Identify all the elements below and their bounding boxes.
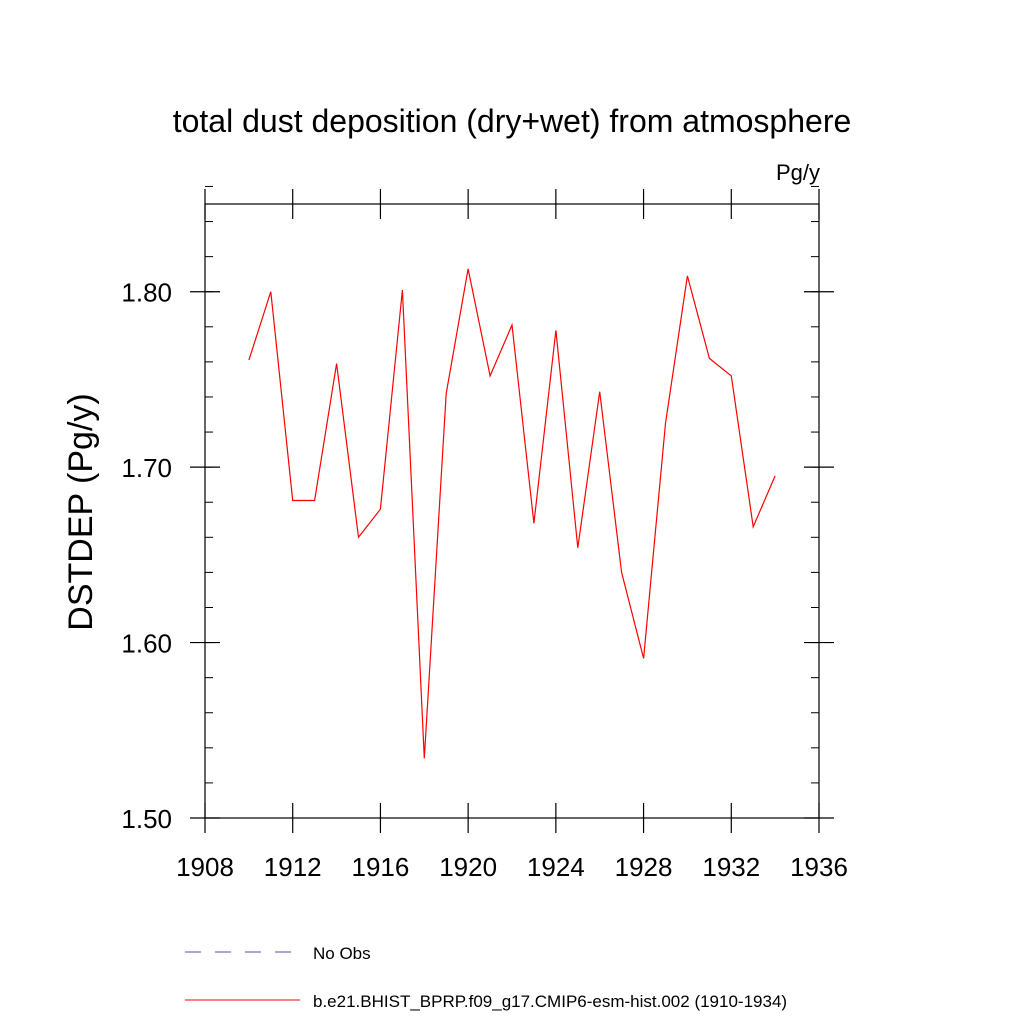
plot-frame bbox=[204, 203, 820, 819]
series-layer bbox=[248, 268, 776, 759]
y-axis-label: DSTDEP (Pg/y) bbox=[62, 393, 100, 630]
y-tick-label: 1.60 bbox=[121, 629, 172, 659]
x-tick-label: 1912 bbox=[264, 852, 322, 882]
chart-title: total dust deposition (dry+wet) from atm… bbox=[173, 103, 852, 139]
x-tick-label: 1908 bbox=[176, 852, 234, 882]
x-tick-label: 1924 bbox=[527, 852, 585, 882]
x-tick-label: 1916 bbox=[352, 852, 410, 882]
x-tick-label: 1928 bbox=[615, 852, 673, 882]
y-tick-label: 1.70 bbox=[121, 453, 172, 483]
y-tick-label: 1.50 bbox=[121, 804, 172, 834]
x-tick-label: 1936 bbox=[790, 852, 848, 882]
legend-label: b.e21.BHIST_BPRP.f09_g17.CMIP6-esm-hist.… bbox=[313, 992, 787, 1011]
y-axis-ticks: 1.50 1.60 1.70 1.80 bbox=[121, 185, 834, 834]
x-tick-label: 1932 bbox=[702, 852, 760, 882]
units-label: Pg/y bbox=[776, 160, 820, 185]
series-line-0 bbox=[248, 268, 776, 759]
y-tick-label: 1.80 bbox=[121, 278, 172, 308]
legend-label: No Obs bbox=[313, 944, 371, 963]
x-axis-ticks: 1908 1912 1916 1920 1924 1928 1932 1936 bbox=[176, 189, 848, 882]
x-tick-label: 1920 bbox=[439, 852, 497, 882]
legend: No Obs b.e21.BHIST_BPRP.f09_g17.CMIP6-esm… bbox=[185, 944, 787, 1011]
